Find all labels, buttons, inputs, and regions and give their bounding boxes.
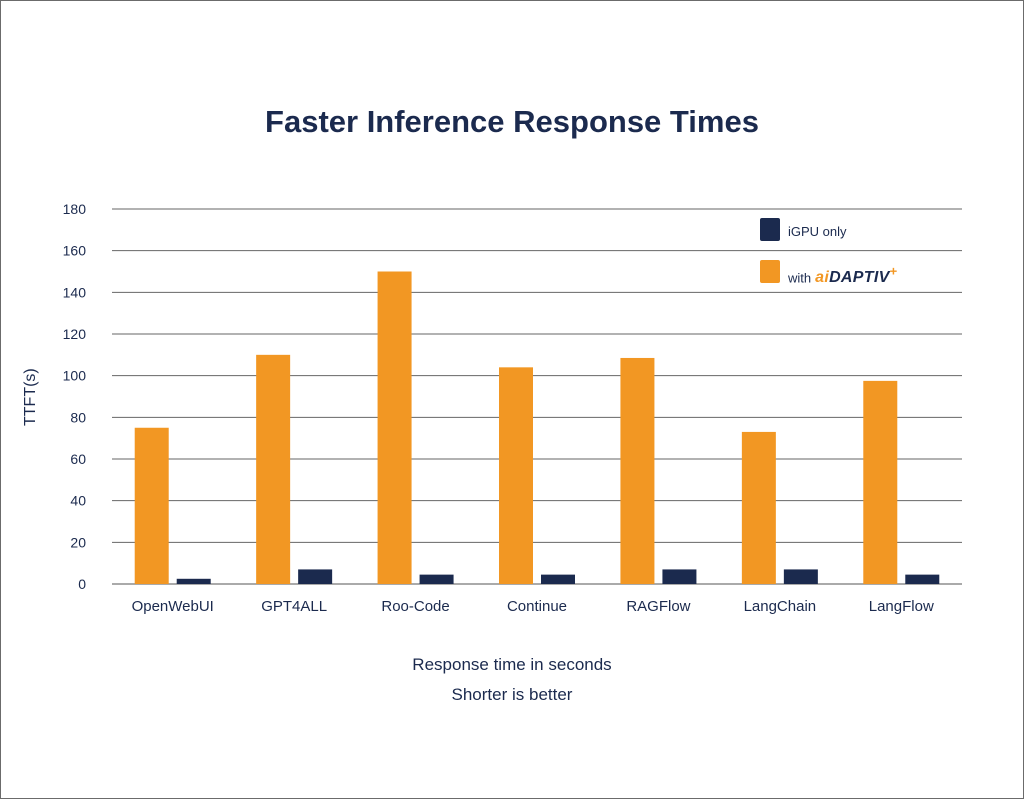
logo-spark-icon: + xyxy=(889,264,898,279)
x-tick-label: OpenWebUI xyxy=(132,598,214,615)
bar-aidaptiv xyxy=(741,431,776,584)
x-caption-line1: Response time in seconds xyxy=(412,655,612,674)
logo-daptiv-text: DAPTIV xyxy=(829,269,890,287)
x-tick-label: RAGFlow xyxy=(626,598,690,615)
y-tick-label: 80 xyxy=(70,409,86,425)
y-tick-label: 0 xyxy=(78,576,86,592)
x-tick-label: LangFlow xyxy=(869,598,934,615)
bar-igpu xyxy=(419,574,454,584)
y-tick-label: 140 xyxy=(63,284,87,300)
legend-label-aidaptiv: with aiDAPTIV+ xyxy=(788,264,897,287)
x-tick-label: Continue xyxy=(507,598,567,615)
bar-igpu xyxy=(783,569,818,584)
bar-aidaptiv xyxy=(377,271,412,584)
x-tick-label: Roo-Code xyxy=(381,598,449,615)
bar-igpu xyxy=(176,578,211,584)
y-tick-label: 20 xyxy=(70,534,86,550)
bar-aidaptiv xyxy=(863,380,898,584)
y-tick-label: 40 xyxy=(70,493,86,509)
bar-aidaptiv xyxy=(256,354,291,584)
aidaptiv-logo: aiDAPTIV+ xyxy=(815,264,897,287)
bar-igpu xyxy=(298,569,333,584)
bar-aidaptiv xyxy=(620,357,655,584)
legend-label-igpu: iGPU only xyxy=(788,224,847,239)
logo-ai-text: ai xyxy=(815,269,830,287)
bar-aidaptiv xyxy=(134,427,169,584)
x-tick-label: LangChain xyxy=(744,598,817,615)
bar-igpu xyxy=(541,574,575,584)
y-tick-label: 180 xyxy=(63,201,87,217)
y-tick-label: 160 xyxy=(63,243,87,259)
bar-aidaptiv xyxy=(499,367,533,584)
bar-igpu xyxy=(905,574,940,584)
y-tick-label: 60 xyxy=(70,451,86,467)
bar-igpu xyxy=(662,569,697,584)
legend-with-text: with xyxy=(788,270,812,286)
y-tick-label: 100 xyxy=(63,368,87,384)
legend-swatch-aidaptiv xyxy=(760,260,780,283)
y-tick-label: 120 xyxy=(63,326,87,342)
x-caption-line2: Shorter is better xyxy=(451,685,573,704)
x-tick-label: GPT4ALL xyxy=(261,598,327,615)
legend-swatch-igpu xyxy=(760,218,780,241)
chart-title: Faster Inference Response Times xyxy=(265,104,759,139)
